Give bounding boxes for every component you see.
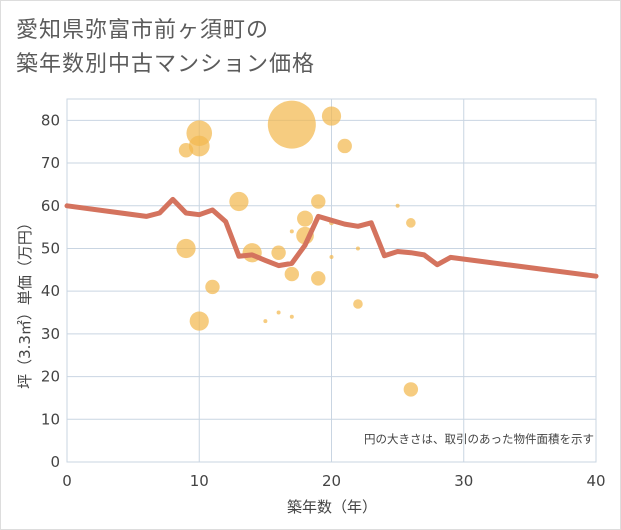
y-tick-label: 70	[41, 154, 60, 172]
x-tick-label: 40	[586, 472, 605, 490]
x-tick-label: 10	[190, 472, 209, 490]
x-tick-label: 30	[454, 472, 473, 490]
bubble-point	[267, 100, 316, 149]
y-tick-label: 30	[41, 325, 60, 343]
bubble-point	[205, 279, 220, 295]
y-tick-label: 20	[41, 368, 60, 386]
y-tick-label: 10	[41, 410, 60, 428]
y-axis-ticks: 0 10 20 30 40 50 60 70 80	[41, 111, 60, 471]
y-tick-label: 40	[41, 282, 60, 300]
x-axis-label: 築年数（年）	[287, 498, 377, 516]
y-tick-label: 60	[41, 197, 60, 215]
bubble-point	[229, 191, 249, 212]
bubble-point	[189, 311, 209, 331]
bubble-point	[176, 238, 196, 259]
x-tick-label: 20	[322, 472, 341, 490]
title-line-1: 愛知県弥富市前ヶ須町の	[16, 18, 270, 43]
trend-line	[64, 196, 599, 279]
bubble-point	[311, 194, 326, 209]
bubble-point	[329, 255, 334, 260]
grid-lines	[66, 98, 597, 463]
bubble-point	[284, 266, 300, 282]
x-axis-ticks: 0 10 20 30 40	[62, 472, 605, 490]
bubble-point	[395, 203, 400, 208]
bubble-point	[337, 138, 352, 154]
x-tick-label: 0	[62, 472, 72, 490]
chart-title: 愛知県弥富市前ヶ須町の 築年数別中古マンション価格	[16, 14, 315, 82]
bubble-point	[188, 135, 210, 157]
bubble-point	[178, 143, 194, 158]
y-tick-label: 50	[41, 239, 60, 257]
size-note: 円の大きさは、取引のあった物件面積を示す	[364, 432, 594, 446]
y-axis-label: 坪（3.3㎡）単価（万円）	[16, 215, 34, 389]
bubble-point	[355, 246, 360, 251]
bubble-point	[321, 106, 342, 126]
bubble-point	[276, 310, 281, 315]
bubble-point	[263, 319, 268, 324]
bubble-point	[289, 229, 294, 234]
bubble-point	[353, 299, 363, 309]
title-line-2: 築年数別中古マンション価格	[16, 52, 316, 77]
y-tick-label: 80	[41, 111, 60, 129]
bubble-point	[297, 210, 314, 227]
bubble-point	[403, 382, 419, 397]
bubble-point	[289, 314, 294, 319]
bubble-point	[311, 271, 326, 286]
bubble-point	[406, 218, 416, 228]
trend-line-series	[64, 196, 599, 279]
bubble-series	[176, 100, 419, 397]
y-tick-label: 0	[50, 453, 60, 471]
bubble-point	[271, 245, 286, 260]
